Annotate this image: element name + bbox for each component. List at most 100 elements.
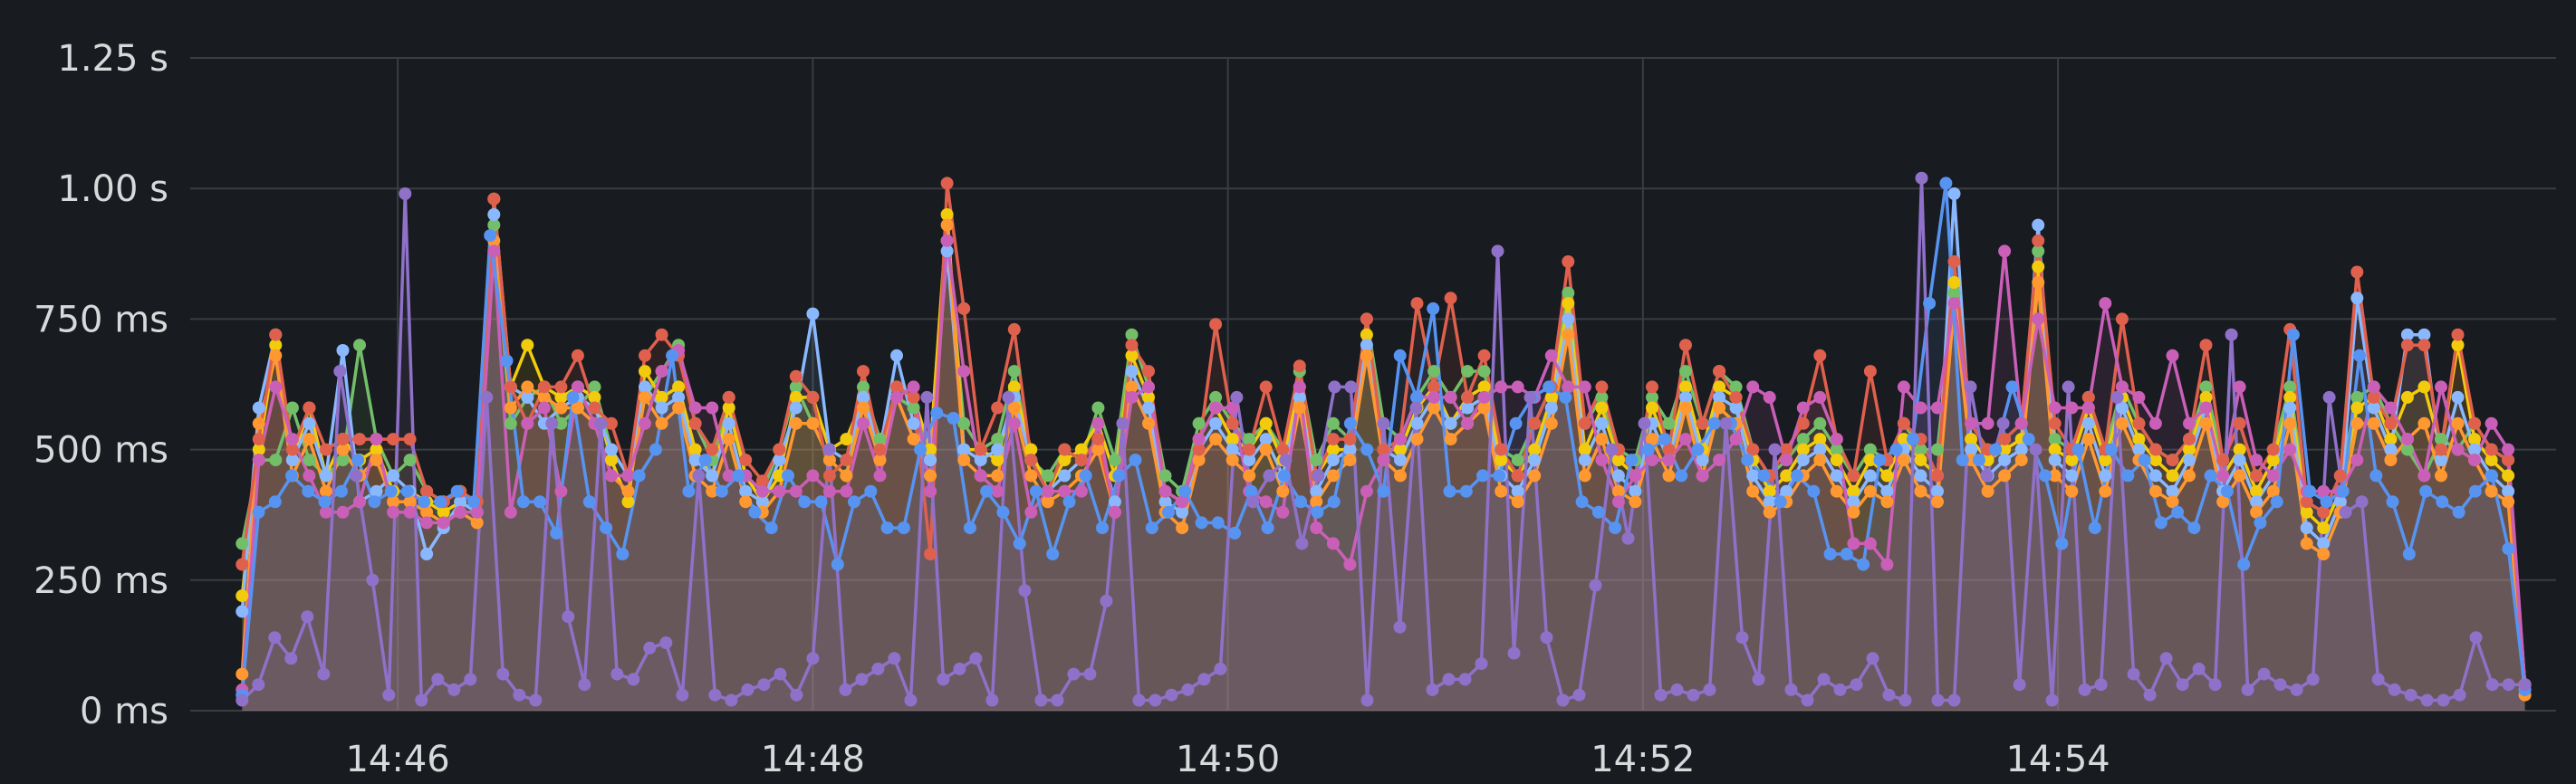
data-point[interactable] <box>1687 688 1700 702</box>
data-point[interactable] <box>2485 416 2498 430</box>
data-point[interactable] <box>1662 443 1676 456</box>
data-point[interactable] <box>235 693 249 707</box>
data-point[interactable] <box>773 454 786 467</box>
data-point[interactable] <box>789 369 803 383</box>
data-point[interactable] <box>252 416 265 430</box>
data-point[interactable] <box>447 683 461 696</box>
data-point[interactable] <box>1931 469 1944 483</box>
data-point[interactable] <box>1507 646 1521 660</box>
data-point[interactable] <box>1442 673 1456 686</box>
data-point[interactable] <box>1544 401 1558 415</box>
data-point[interactable] <box>1259 380 1273 394</box>
data-point[interactable] <box>1857 558 1870 571</box>
data-point[interactable] <box>269 349 283 362</box>
data-point[interactable] <box>1998 244 2012 258</box>
data-point[interactable] <box>1132 693 1146 707</box>
data-point[interactable] <box>739 454 753 467</box>
data-point[interactable] <box>2437 693 2450 707</box>
data-point[interactable] <box>2132 416 2146 430</box>
data-point[interactable] <box>420 548 434 560</box>
data-point[interactable] <box>940 208 954 221</box>
data-point[interactable] <box>1477 401 1491 415</box>
data-point[interactable] <box>1641 443 1655 456</box>
data-point[interactable] <box>1638 416 1651 430</box>
data-point[interactable] <box>2148 454 2162 467</box>
data-point[interactable] <box>1813 454 1827 467</box>
data-point[interactable] <box>470 505 484 519</box>
data-point[interactable] <box>1780 484 1793 498</box>
data-point[interactable] <box>403 454 417 467</box>
data-point[interactable] <box>1823 548 1837 560</box>
data-point[interactable] <box>1914 401 1927 415</box>
data-point[interactable] <box>1989 443 2003 456</box>
data-point[interactable] <box>1108 454 1121 467</box>
data-point[interactable] <box>437 516 450 530</box>
data-point[interactable] <box>2469 631 2483 645</box>
data-point[interactable] <box>957 454 971 467</box>
data-point[interactable] <box>2183 416 2196 430</box>
data-point[interactable] <box>1830 443 1843 456</box>
data-point[interactable] <box>2199 401 2213 415</box>
data-point[interactable] <box>649 443 662 456</box>
data-point[interactable] <box>2435 443 2447 456</box>
data-point[interactable] <box>857 416 870 430</box>
data-point[interactable] <box>1965 443 1978 456</box>
data-point[interactable] <box>1703 683 1716 696</box>
data-point[interactable] <box>1897 380 1910 394</box>
data-point[interactable] <box>1562 328 1575 341</box>
data-point[interactable] <box>789 380 803 394</box>
data-point[interactable] <box>2367 380 2380 394</box>
data-point[interactable] <box>1310 495 1323 509</box>
data-point[interactable] <box>2317 521 2331 535</box>
data-point[interactable] <box>790 688 803 702</box>
data-point[interactable] <box>1165 688 1178 702</box>
data-point[interactable] <box>1024 454 1038 467</box>
data-point[interactable] <box>1343 416 1357 430</box>
data-point[interactable] <box>1972 454 1985 467</box>
data-point[interactable] <box>1796 433 1810 446</box>
data-point[interactable] <box>2435 454 2447 467</box>
data-point[interactable] <box>2367 416 2380 430</box>
data-point[interactable] <box>1863 537 1877 550</box>
data-point[interactable] <box>2148 469 2162 483</box>
data-point[interactable] <box>1813 433 1827 446</box>
data-point[interactable] <box>2333 469 2347 483</box>
data-point[interactable] <box>268 631 282 645</box>
data-point[interactable] <box>1556 693 1570 707</box>
data-point[interactable] <box>688 443 702 456</box>
data-point[interactable] <box>840 469 853 483</box>
data-point[interactable] <box>1780 469 1793 483</box>
data-point[interactable] <box>2369 469 2383 483</box>
data-point[interactable] <box>741 683 755 696</box>
data-point[interactable] <box>450 484 464 498</box>
data-point[interactable] <box>1230 390 1244 404</box>
data-point[interactable] <box>1108 495 1121 509</box>
data-point[interactable] <box>1562 255 1575 268</box>
data-point[interactable] <box>1575 495 1589 509</box>
data-point[interactable] <box>2148 443 2162 456</box>
data-point[interactable] <box>2435 380 2447 394</box>
data-point[interactable] <box>871 662 885 675</box>
data-point[interactable] <box>610 667 624 681</box>
data-point[interactable] <box>554 484 568 498</box>
data-point[interactable] <box>2032 244 2045 258</box>
data-point[interactable] <box>2115 312 2129 326</box>
data-point[interactable] <box>2115 380 2129 394</box>
data-point[interactable] <box>2300 521 2313 535</box>
data-point[interactable] <box>1293 359 1306 373</box>
data-point[interactable] <box>2250 505 2264 519</box>
data-point[interactable] <box>822 469 836 483</box>
data-point[interactable] <box>1981 484 1994 498</box>
data-point[interactable] <box>1591 505 1605 519</box>
data-point[interactable] <box>2032 234 2045 247</box>
data-point[interactable] <box>2254 516 2267 530</box>
data-point[interactable] <box>1746 443 1760 456</box>
data-point[interactable] <box>2014 454 2028 467</box>
data-point[interactable] <box>235 589 249 603</box>
data-point[interactable] <box>2384 433 2398 446</box>
data-point[interactable] <box>1906 433 1919 446</box>
data-point[interactable] <box>1444 292 1457 305</box>
data-point[interactable] <box>1360 484 1373 498</box>
data-point[interactable] <box>1311 505 1324 519</box>
data-point[interactable] <box>904 693 918 707</box>
